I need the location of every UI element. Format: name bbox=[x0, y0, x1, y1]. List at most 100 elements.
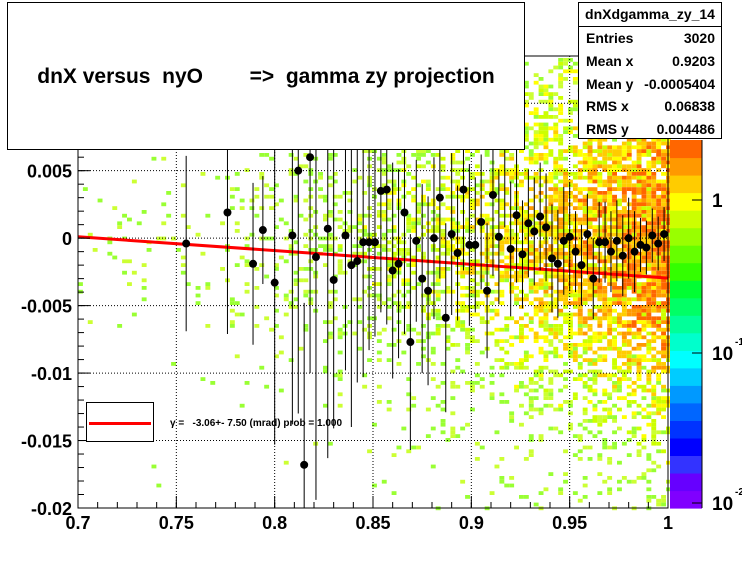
heatmap-cell bbox=[641, 396, 647, 400]
heatmap-cell bbox=[563, 346, 568, 351]
heatmap-cell bbox=[533, 194, 539, 199]
heatmap-cell bbox=[504, 187, 510, 191]
heatmap-cell bbox=[523, 80, 529, 85]
heatmap-cell bbox=[568, 403, 573, 408]
heatmap-cell bbox=[548, 343, 554, 347]
heatmap-cell bbox=[327, 156, 333, 161]
heatmap-cell bbox=[661, 343, 666, 347]
heatmap-cell bbox=[553, 210, 559, 214]
heatmap-cell bbox=[391, 343, 397, 347]
heatmap-cell bbox=[411, 194, 417, 199]
heatmap-cell bbox=[533, 115, 539, 119]
heatmap-cell bbox=[572, 297, 578, 302]
heatmap-cell bbox=[592, 369, 598, 374]
heatmap-cell bbox=[607, 202, 613, 207]
heatmap-cell bbox=[386, 358, 392, 362]
heatmap-cell bbox=[617, 263, 622, 267]
heatmap-cell bbox=[543, 156, 549, 161]
heatmap-cell bbox=[636, 251, 642, 256]
heatmap-cell bbox=[597, 172, 603, 176]
heatmap-cell bbox=[563, 191, 568, 195]
heatmap-cell bbox=[401, 232, 407, 237]
heatmap-cell bbox=[602, 331, 608, 336]
heatmap-cell bbox=[612, 267, 617, 271]
heatmap-cell bbox=[597, 137, 603, 142]
heatmap-cell bbox=[621, 270, 627, 275]
heatmap-cell bbox=[626, 217, 632, 222]
heatmap-cell bbox=[661, 384, 666, 389]
heatmap-cell bbox=[504, 324, 510, 328]
heatmap-cell bbox=[548, 187, 554, 191]
heatmap-cell bbox=[308, 168, 314, 172]
heatmap-cell bbox=[612, 175, 617, 180]
heatmap-cell bbox=[538, 122, 544, 127]
heatmap-cell bbox=[308, 187, 314, 191]
heatmap-cell bbox=[327, 210, 333, 214]
heatmap-cell bbox=[474, 172, 480, 176]
heatmap-cell bbox=[597, 183, 603, 188]
heatmap-cell bbox=[621, 221, 627, 226]
heatmap-cell bbox=[621, 289, 627, 294]
heatmap-cell bbox=[656, 407, 662, 412]
heatmap-cell bbox=[607, 324, 613, 328]
heatmap-cell bbox=[607, 244, 613, 248]
heatmap-cell bbox=[641, 358, 647, 362]
heatmap-cell bbox=[641, 384, 647, 389]
heatmap-cell bbox=[568, 350, 573, 355]
heatmap-cell bbox=[489, 251, 495, 256]
heatmap-cell bbox=[597, 175, 603, 180]
heatmap-cell bbox=[357, 251, 363, 256]
heatmap-cell bbox=[607, 225, 613, 229]
point-marker bbox=[388, 266, 397, 275]
heatmap-cell bbox=[494, 175, 500, 180]
heatmap-cell bbox=[445, 324, 451, 328]
heatmap-cell bbox=[528, 259, 534, 264]
heatmap-cell bbox=[141, 278, 147, 283]
heatmap-cell bbox=[151, 156, 157, 161]
heatmap-cell bbox=[450, 259, 456, 264]
heatmap-cell bbox=[234, 172, 240, 176]
heatmap-cell bbox=[274, 293, 279, 298]
heatmap-cell bbox=[597, 194, 603, 199]
heatmap-cell bbox=[626, 149, 632, 153]
data-point bbox=[182, 155, 191, 332]
heatmap-cell bbox=[229, 320, 235, 324]
heatmap-cell bbox=[421, 339, 426, 343]
heatmap-cell bbox=[185, 225, 191, 229]
heatmap-cell bbox=[440, 422, 446, 427]
x-tick-label: 0.7 bbox=[65, 513, 90, 533]
heatmap-cell bbox=[646, 495, 652, 499]
heatmap-cell bbox=[572, 103, 578, 108]
data-point bbox=[270, 120, 279, 445]
heatmap-cell bbox=[372, 293, 377, 298]
heatmap-cell bbox=[509, 483, 515, 488]
heatmap-cell bbox=[499, 278, 505, 283]
heatmap-cell bbox=[587, 153, 593, 157]
heatmap-cell bbox=[538, 282, 544, 286]
heatmap-cell bbox=[548, 377, 554, 381]
data-point bbox=[477, 154, 486, 290]
heatmap-cell bbox=[631, 160, 637, 165]
heatmap-cell bbox=[641, 335, 647, 340]
heatmap-cell bbox=[122, 213, 127, 218]
heatmap-cell bbox=[617, 381, 622, 385]
heatmap-cell bbox=[548, 115, 554, 119]
heatmap-cell bbox=[626, 282, 632, 286]
heatmap-cell bbox=[631, 145, 637, 150]
heatmap-cell bbox=[543, 403, 549, 408]
heatmap-cell bbox=[607, 411, 613, 416]
heatmap-cell bbox=[568, 194, 573, 199]
heatmap-cell bbox=[528, 225, 534, 229]
heatmap-cell bbox=[621, 267, 627, 271]
heatmap-cell bbox=[626, 172, 632, 176]
heatmap-cell bbox=[661, 240, 666, 245]
heatmap-cell bbox=[592, 217, 598, 222]
point-marker bbox=[441, 313, 450, 322]
heatmap-cell bbox=[646, 479, 652, 484]
heatmap-cell bbox=[156, 236, 162, 241]
heatmap-cell bbox=[587, 175, 593, 180]
heatmap-cell bbox=[288, 251, 294, 256]
heatmap-cell bbox=[597, 453, 603, 457]
heatmap-cell bbox=[553, 354, 559, 359]
heatmap-cell bbox=[597, 149, 603, 153]
